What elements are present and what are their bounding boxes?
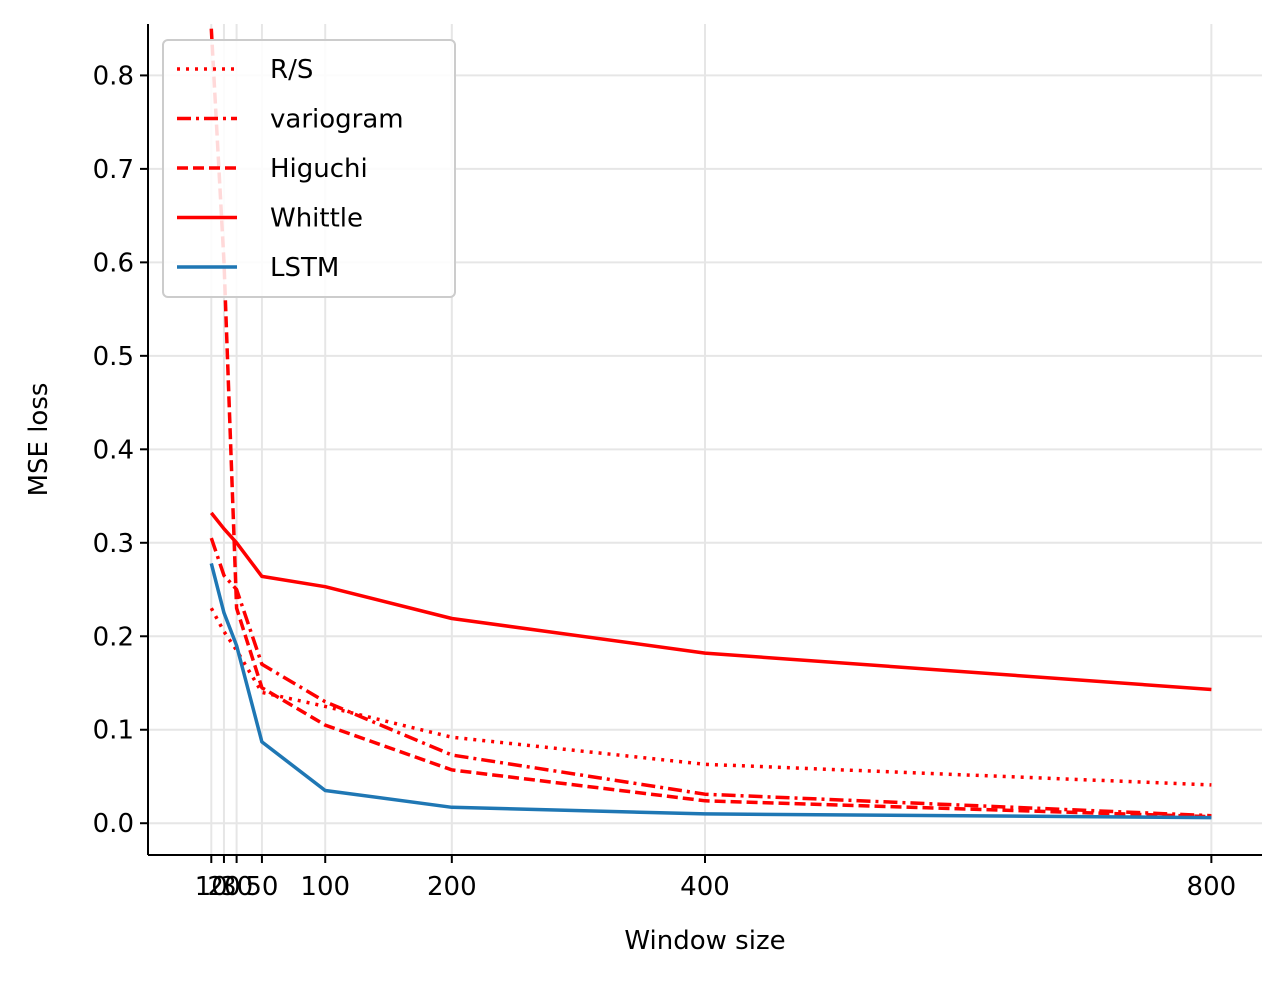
y-axis-title: MSE loss	[24, 383, 54, 497]
series-lines	[209, 28, 1212, 820]
legend: R/S variogram Higuchi Whittle LSTM	[162, 39, 456, 298]
y-ticks: 0.0 0.1 0.2 0.3 0.4 0.5 0.6 0.7 0.8	[93, 61, 148, 839]
y-tick-label: 0.7	[93, 155, 134, 185]
x-tick-label: 100	[300, 872, 350, 902]
y-tick-label: 0.6	[93, 248, 134, 278]
y-tick-label: 0.5	[93, 342, 134, 372]
x-tick-label: 800	[1187, 872, 1237, 902]
legend-label: Higuchi	[270, 154, 368, 184]
legend-label: variogram	[270, 105, 404, 135]
legend-label: LSTM	[270, 253, 339, 283]
x-tick-label: 200	[427, 872, 477, 902]
x-tick-label: 400	[680, 872, 730, 902]
y-tick-label: 0.4	[93, 435, 134, 465]
y-tick-label: 0.2	[93, 622, 134, 652]
y-tick-label: 0.3	[93, 529, 134, 559]
series-line-r-s	[209, 607, 1212, 787]
series-line-higuchi	[209, 28, 1212, 819]
series-line-whittle	[209, 511, 1212, 692]
y-tick-label: 0.8	[93, 61, 134, 91]
x-axis-title: Window size	[624, 926, 785, 956]
legend-label: R/S	[270, 55, 313, 85]
x-tick-label: 50	[245, 872, 278, 902]
legend-box	[162, 39, 456, 298]
y-tick-label: 0.0	[93, 809, 134, 839]
y-tick-label: 0.1	[93, 716, 134, 746]
series-line-lstm	[209, 562, 1212, 820]
legend-label: Whittle	[270, 204, 363, 234]
x-tick-label: 30	[220, 872, 253, 902]
series-line-variogram	[209, 537, 1212, 818]
x-tick-label: 20	[207, 872, 240, 902]
x-tick-label: 10	[195, 872, 228, 902]
